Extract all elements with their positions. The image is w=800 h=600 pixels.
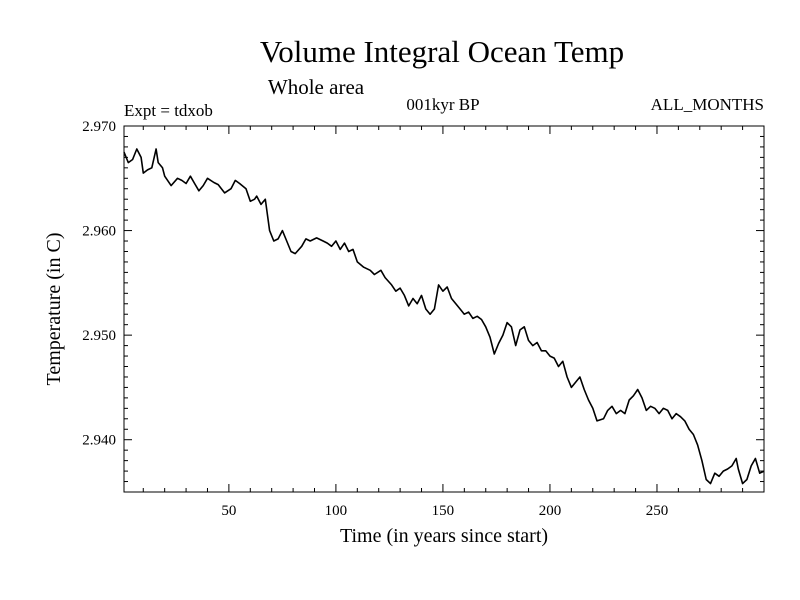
x-tick-label: 100	[325, 503, 348, 519]
months-label: ALL_MONTHS	[651, 95, 764, 114]
y-tick-label: 2.940	[82, 433, 116, 449]
x-tick-label: 250	[646, 503, 669, 519]
y-tick-label: 2.950	[82, 328, 116, 344]
x-tick-label: 150	[432, 503, 455, 519]
x-axis: 50 100 150 200 250	[142, 126, 765, 519]
experiment-label: Expt = tdxob	[124, 101, 213, 120]
x-tick-label: 50	[221, 503, 236, 519]
temperature-series-line	[123, 148, 765, 485]
y-tick-label: 2.970	[82, 119, 116, 135]
x-axis-label: Time (in years since start)	[340, 525, 548, 547]
y-axis: 2.940 2.950 2.960 2.970	[82, 119, 764, 493]
chart-subtitle: Whole area	[268, 75, 365, 99]
y-axis-label: Temperature (in C)	[43, 233, 65, 386]
period-label: 001kyr BP	[406, 95, 479, 114]
chart-title: Volume Integral Ocean Temp	[260, 34, 624, 69]
plot-frame	[123, 125, 765, 493]
y-tick-label: 2.960	[82, 224, 116, 240]
x-tick-label: 200	[539, 503, 562, 519]
